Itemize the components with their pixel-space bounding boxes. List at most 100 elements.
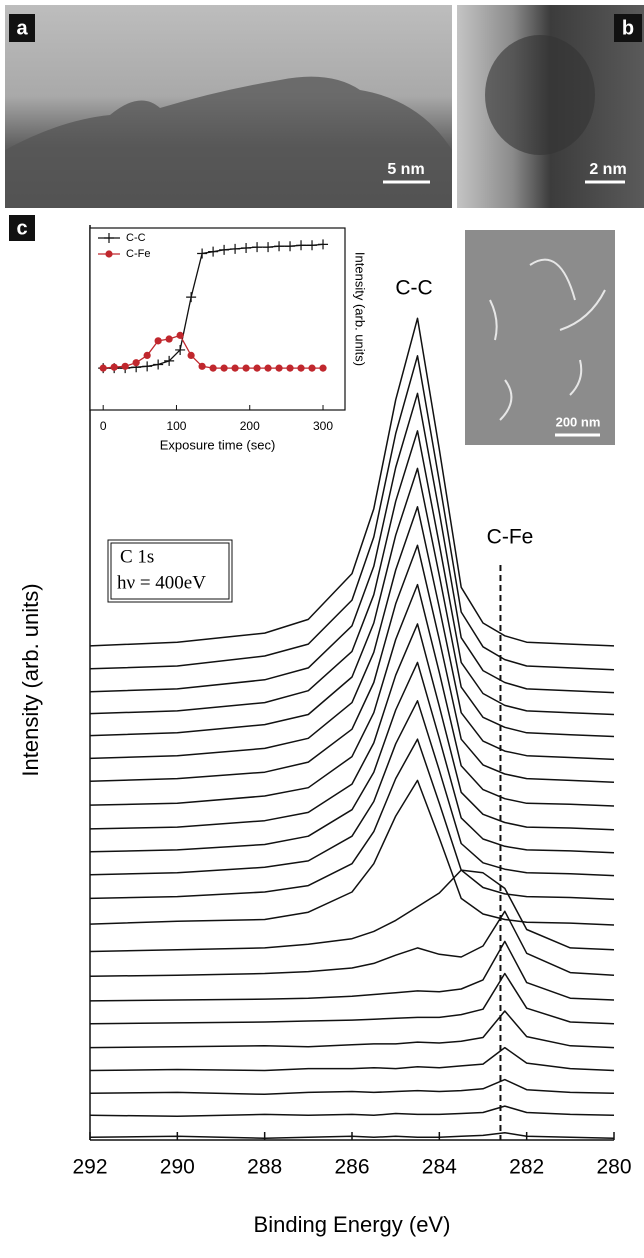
spectrum bbox=[89, 661, 615, 854]
point bbox=[319, 364, 327, 372]
point bbox=[187, 351, 195, 359]
spectrum bbox=[89, 467, 615, 738]
particle-region bbox=[5, 76, 452, 209]
point bbox=[296, 240, 307, 251]
point bbox=[307, 240, 318, 251]
panel-label-box bbox=[9, 215, 35, 241]
spectrum bbox=[89, 910, 615, 977]
x-tick-label: 282 bbox=[509, 1156, 544, 1179]
spectrum bbox=[89, 1046, 615, 1072]
point bbox=[220, 364, 228, 372]
label-box bbox=[107, 539, 233, 603]
point bbox=[154, 337, 162, 345]
legend-marker bbox=[105, 250, 113, 258]
y-axis-label: Intensity (arb. units) bbox=[353, 252, 368, 366]
point bbox=[209, 364, 217, 372]
scale-bar-label: 5 nm bbox=[387, 161, 424, 178]
point bbox=[164, 355, 175, 366]
point bbox=[198, 362, 206, 370]
x-tick-label: 0 bbox=[100, 419, 107, 433]
point bbox=[219, 244, 230, 255]
x-tick-label: 280 bbox=[596, 1156, 631, 1179]
point bbox=[132, 359, 140, 367]
panel-label-box bbox=[614, 14, 642, 42]
spectrum bbox=[89, 623, 615, 831]
spectrum bbox=[89, 1105, 615, 1117]
box-text: hν = 400eV bbox=[117, 572, 206, 593]
point bbox=[121, 362, 129, 370]
scale-bar-label: 2 nm bbox=[589, 161, 626, 178]
x-axis-label: Binding Energy (eV) bbox=[254, 1212, 451, 1237]
inset-frame bbox=[89, 227, 346, 411]
point bbox=[186, 292, 197, 303]
point bbox=[308, 364, 316, 372]
legend-label: C-C bbox=[126, 232, 146, 244]
point bbox=[153, 359, 164, 370]
point bbox=[110, 363, 118, 371]
spectrum bbox=[89, 972, 615, 1025]
spectrum bbox=[89, 355, 615, 671]
panel-label: c bbox=[16, 217, 27, 239]
spectrum bbox=[89, 544, 615, 783]
point bbox=[252, 242, 263, 253]
scale-bar-label: 200 nm bbox=[556, 414, 601, 429]
annotation: C-Fe bbox=[487, 526, 534, 549]
point bbox=[231, 364, 239, 372]
point bbox=[176, 331, 184, 339]
point bbox=[242, 364, 250, 372]
point bbox=[285, 241, 296, 252]
point bbox=[297, 364, 305, 372]
x-tick-label: 200 bbox=[240, 419, 260, 433]
point bbox=[275, 364, 283, 372]
y-axis-label: Intensity (arb. units) bbox=[18, 583, 43, 776]
spectrum bbox=[89, 1010, 615, 1049]
point bbox=[230, 243, 241, 254]
spectrum bbox=[89, 506, 615, 761]
spectrum bbox=[89, 392, 615, 694]
point bbox=[165, 335, 173, 343]
spectrum bbox=[89, 317, 615, 647]
spectrum bbox=[89, 940, 615, 1002]
sem-image bbox=[465, 230, 615, 445]
spectrum bbox=[89, 779, 615, 926]
point bbox=[143, 351, 151, 359]
point bbox=[142, 361, 153, 372]
spectrum bbox=[89, 1131, 615, 1139]
nanotubes bbox=[489, 258, 606, 421]
x-axis-label: Exposure time (sec) bbox=[160, 437, 276, 452]
x-tick-label: 288 bbox=[247, 1156, 282, 1179]
panel-label: b bbox=[622, 17, 634, 39]
point bbox=[318, 239, 329, 250]
spectrum bbox=[89, 869, 615, 953]
x-tick-label: 300 bbox=[313, 419, 333, 433]
point bbox=[286, 364, 294, 372]
point bbox=[197, 248, 208, 259]
point bbox=[253, 364, 261, 372]
box-text: C 1s bbox=[120, 546, 154, 567]
label-box-inner bbox=[110, 542, 230, 600]
point bbox=[99, 364, 107, 372]
panel-label-box bbox=[9, 14, 35, 42]
annotation: C-C bbox=[395, 277, 432, 300]
x-tick-label: 292 bbox=[72, 1156, 107, 1179]
point bbox=[208, 246, 219, 257]
x-tick-label: 284 bbox=[422, 1156, 457, 1179]
spectrum bbox=[89, 583, 615, 807]
point bbox=[263, 242, 274, 253]
legend-label: C-Fe bbox=[126, 248, 150, 260]
x-tick-label: 100 bbox=[166, 419, 186, 433]
point bbox=[274, 241, 285, 252]
x-tick-label: 290 bbox=[160, 1156, 195, 1179]
point bbox=[264, 364, 272, 372]
particle bbox=[485, 35, 595, 155]
spectrum bbox=[89, 738, 615, 901]
spectrum bbox=[89, 1078, 615, 1096]
point bbox=[175, 344, 186, 355]
point bbox=[241, 243, 252, 254]
panel-label: a bbox=[16, 17, 28, 39]
spectrum bbox=[89, 430, 615, 716]
legend-marker bbox=[104, 233, 114, 243]
spectrum bbox=[89, 700, 615, 877]
x-tick-label: 286 bbox=[334, 1156, 369, 1179]
